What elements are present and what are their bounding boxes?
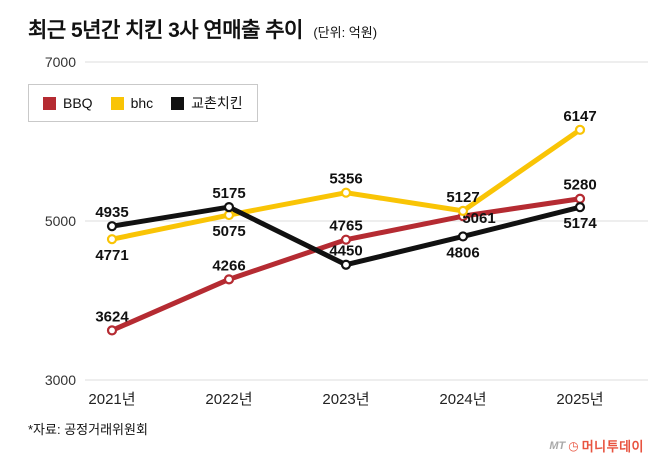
legend-item-bhc: bhc xyxy=(110,95,154,111)
data-point xyxy=(106,221,118,232)
legend-swatch xyxy=(171,96,185,110)
mt-logo-text: MT xyxy=(549,439,566,452)
data-point xyxy=(340,187,352,198)
value-label: 5174 xyxy=(563,215,597,232)
value-label: 5127 xyxy=(446,189,479,206)
value-label: 4266 xyxy=(212,257,245,274)
legend-label: BBQ xyxy=(63,95,93,111)
value-label: 4935 xyxy=(95,204,128,221)
value-label: 5356 xyxy=(329,171,362,188)
legend-swatch xyxy=(43,96,56,110)
value-label: 6147 xyxy=(563,108,596,125)
value-label: 5061 xyxy=(462,210,495,227)
x-axis-label: 2021년 xyxy=(88,391,135,408)
legend-label: bhc xyxy=(130,95,154,111)
value-label: 5280 xyxy=(563,177,596,194)
value-label: 4765 xyxy=(329,218,362,235)
data-point xyxy=(106,325,118,336)
data-point xyxy=(574,193,586,204)
data-point xyxy=(574,124,586,135)
data-point xyxy=(457,205,469,217)
chart-legend: BBQ bhc 교촌치킨 xyxy=(28,84,258,122)
y-axis-label: 5000 xyxy=(45,213,76,229)
chart-title: 최근 5년간 치킨 3사 연매출 추이 xyxy=(28,19,303,42)
x-axis-label: 2022년 xyxy=(205,391,252,408)
value-label: 4771 xyxy=(95,247,128,264)
value-label: 5175 xyxy=(212,185,245,202)
x-axis-label: 2025년 xyxy=(556,391,603,408)
legend-label: 교촌치킨 xyxy=(191,95,243,111)
y-axis-label: 7000 xyxy=(45,54,76,70)
legend-item-교촌치킨: 교촌치킨 xyxy=(171,93,243,113)
value-label: 4806 xyxy=(446,244,479,261)
data-point xyxy=(340,259,352,270)
data-point xyxy=(223,201,235,213)
brand-name: 머니투데이 xyxy=(581,439,644,454)
data-point xyxy=(223,274,235,285)
data-point xyxy=(223,209,235,221)
data-point xyxy=(340,234,352,245)
legend-item-BBQ: BBQ xyxy=(43,95,93,111)
x-axis-label: 2023년 xyxy=(322,391,369,408)
y-axis-label: 3000 xyxy=(45,372,76,388)
value-label: 3624 xyxy=(95,308,129,325)
source-note: *자료: 공정거래위원회 xyxy=(28,422,148,437)
data-point xyxy=(457,231,469,242)
publisher-watermark: MT ◷ 머니투데이 xyxy=(549,436,644,455)
clock-logo-icon: ◷ xyxy=(568,438,579,453)
value-label: 4450 xyxy=(329,243,362,260)
data-point xyxy=(106,234,118,245)
x-axis-label: 2024년 xyxy=(439,391,486,408)
legend-swatch xyxy=(110,96,124,110)
value-label: 5075 xyxy=(212,223,245,240)
data-point xyxy=(574,202,586,213)
page-title: 최근 5년간 치킨 3사 연매출 추이 (단위: 억원) xyxy=(28,14,377,44)
unit-label: (단위: 억원) xyxy=(313,25,378,40)
